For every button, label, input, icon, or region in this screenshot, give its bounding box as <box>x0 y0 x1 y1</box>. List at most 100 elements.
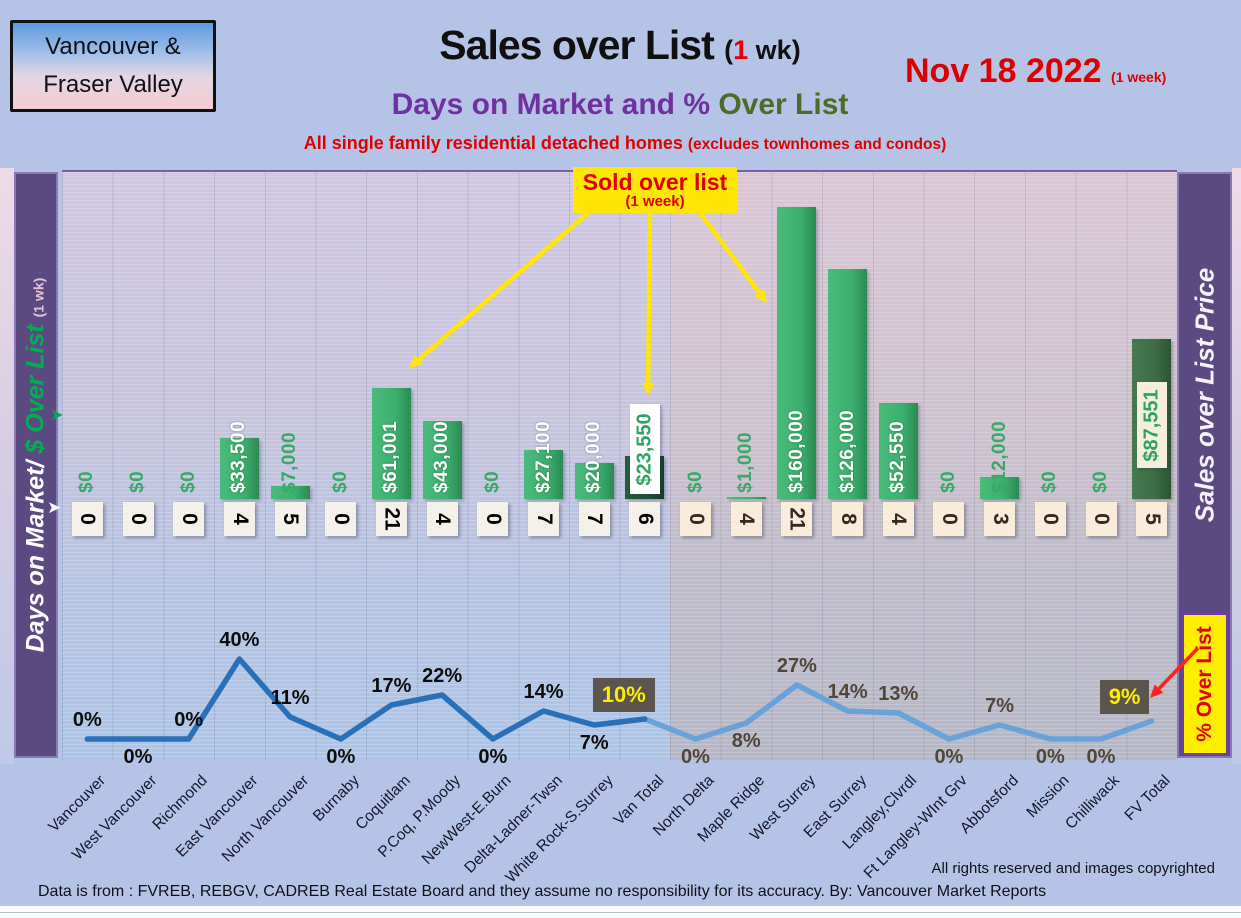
bar-value-label-13: $1,000 <box>735 431 757 493</box>
subtitle-part2: Over List <box>718 88 849 121</box>
copyright-note: All rights reserved and images copyright… <box>931 860 1215 877</box>
dom-box-1: 0 <box>122 502 154 536</box>
bottom-strip <box>0 906 1241 918</box>
dom-box-21: 5 <box>1136 502 1168 536</box>
bar-value-label-0: $0 <box>76 470 98 493</box>
bar-value-label-20: $0 <box>1090 470 1111 493</box>
bar-6 <box>371 388 411 499</box>
bar-value-label-7: $43,000 <box>431 420 453 493</box>
dom-axis-arrow-icon: ➤ <box>47 498 62 517</box>
right-axis-title: Sales over List Price <box>1189 268 1220 522</box>
bar-15 <box>828 269 868 499</box>
subtitle: Days on Market and % Over List <box>270 88 970 122</box>
pct-label-18: 7% <box>985 695 1015 717</box>
page-title: Sales over List (1 wk) <box>330 22 910 69</box>
dom-box-13: 4 <box>730 502 762 536</box>
dom-box-8: 0 <box>477 502 509 536</box>
data-source-note: Data is from : FVREB, REBGV, CADREB Real… <box>38 883 1047 900</box>
bar-value-label-16: $52,550 <box>887 420 909 493</box>
bar-13 <box>726 497 766 499</box>
dom-box-17: 0 <box>933 502 965 536</box>
tagline-paren: (excludes townhomes and condos) <box>687 136 947 153</box>
left-axis-week-label: (1 wk) <box>30 277 47 318</box>
pct-over-list-legend: % Over List <box>1181 612 1229 756</box>
pct-label-5: 0% <box>326 746 356 768</box>
subtitle-part1: Days on Market and % <box>391 88 719 121</box>
tagline: All single family residential detached h… <box>200 133 1050 154</box>
date-suffix: (1 week) <box>1111 69 1167 85</box>
bar-total-label-21: $87,551 <box>1136 382 1167 468</box>
bar-total-label-11: $23,550 <box>629 404 660 494</box>
x-label-8: NewWest-E.Burn <box>418 772 515 868</box>
bar-16 <box>878 403 918 499</box>
right-axis-label: Sales over List Price <box>1189 267 1219 523</box>
pct-label-2: 0% <box>174 709 204 731</box>
sold-over-list-callout: Sold over list (1 week) <box>573 167 737 213</box>
bar-3 <box>219 438 259 499</box>
bar-value-label-4: $7,000 <box>279 431 301 493</box>
bar-14 <box>777 207 817 499</box>
bar-10 <box>574 463 614 499</box>
dom-box-6: 21 <box>375 502 407 536</box>
dom-box-16: 4 <box>882 502 914 536</box>
x-label-19: Mission <box>1023 772 1073 822</box>
left-edge-strip <box>0 168 14 764</box>
dom-box-4: 5 <box>274 502 306 536</box>
pct-label-16: 13% <box>878 683 919 705</box>
bar-value-label-5: $0 <box>329 470 351 493</box>
left-axis-dom-label: Days on Market/ <box>21 453 50 653</box>
title-suffix: (1 wk) <box>724 35 801 65</box>
pct-label-8: 0% <box>478 746 508 768</box>
bar-4 <box>270 486 310 499</box>
right-edge-strip <box>1232 168 1241 764</box>
dom-box-12: 0 <box>680 502 711 536</box>
bar-value-label-3: $33,500 <box>228 420 250 493</box>
pct-label-4: 11% <box>270 687 310 709</box>
bar-value-label-14: $160,000 <box>785 409 807 493</box>
dom-box-3: 4 <box>223 502 255 536</box>
region-label-box: Vancouver & Fraser Valley <box>10 20 216 112</box>
pct-label-10: 7% <box>579 732 609 754</box>
dom-box-19: 0 <box>1034 502 1066 536</box>
pct-label-0: 0% <box>72 709 102 731</box>
region-line-1: Vancouver & <box>45 33 181 60</box>
bar-value-label-9: $27,100 <box>532 420 554 493</box>
title-main: Sales over List <box>439 22 714 68</box>
bar-value-label-8: $0 <box>481 470 503 493</box>
bar-value-label-17: $0 <box>937 470 959 493</box>
chart-plot-area: $0 0 0% $0 0 0% $0 0 0% $33,500 4 40% $7,000 5 11% $0 0 0… <box>62 170 1177 768</box>
pct-label-14: 27% <box>776 655 817 677</box>
pct-label-20: 0% <box>1086 746 1116 768</box>
dom-box-9: 7 <box>528 502 559 536</box>
bar-9 <box>524 450 563 499</box>
bar-value-label-12: $0 <box>684 470 706 493</box>
left-axis-band: Days on Market/ $ Over List (1 wk) <box>14 172 58 758</box>
pct-box-label-21: 9% <box>1099 680 1150 714</box>
dom-box-5: 0 <box>325 502 357 536</box>
bar-value-label-1: $0 <box>127 470 148 493</box>
bar-value-label-18: $12,000 <box>988 420 1010 493</box>
bar-value-label-15: $126,000 <box>836 409 858 493</box>
dom-box-2: 0 <box>173 502 205 536</box>
dom-box-15: 8 <box>832 502 864 536</box>
report-date: Nov 18 2022 (1 week) <box>905 52 1235 91</box>
bar-7 <box>422 421 462 499</box>
bar-value-label-10: $20,000 <box>583 420 605 493</box>
dom-box-11: 6 <box>629 502 661 536</box>
pct-label-9: 14% <box>523 681 564 703</box>
dom-box-10: 7 <box>578 502 610 536</box>
pct-label-13: 8% <box>731 730 761 752</box>
region-line-2: Fraser Valley <box>43 71 183 98</box>
x-label-21: FV Total <box>1121 772 1174 825</box>
x-label-4: North Vancouver <box>218 772 313 866</box>
x-label-20: Chilliwack <box>1062 772 1124 833</box>
dom-box-20: 0 <box>1085 502 1117 536</box>
dom-box-0: 0 <box>71 502 103 536</box>
bar-value-label-6: $61,001 <box>380 420 402 493</box>
dom-box-18: 3 <box>984 502 1016 536</box>
bar-value-label-19: $0 <box>1039 470 1061 493</box>
dom-box-14: 21 <box>781 502 813 536</box>
bar-value-label-2: $0 <box>177 470 199 493</box>
left-axis-title: Days on Market/ $ Over List (1 wk) <box>22 278 51 653</box>
pct-label-12: 0% <box>681 746 710 768</box>
